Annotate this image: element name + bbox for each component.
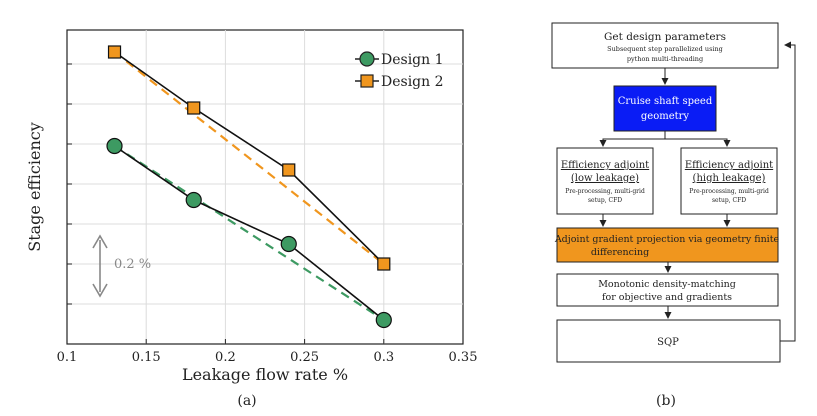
node-get-design-parameters-sub1: Subsequent step parallelized using: [607, 45, 723, 53]
x-tick-labels: 0.1 0.15 0.2 0.25 0.3 0.35: [57, 350, 478, 365]
node-sqp-label: SQP: [657, 337, 679, 348]
point-design-2-2: [282, 163, 296, 177]
panel-label-a: (a): [237, 393, 256, 409]
grid-horizontal: [67, 63, 463, 305]
legend: Design 1 Design 2: [355, 51, 444, 90]
series-layer: [106, 45, 392, 329]
x-tick-label: 0.1: [57, 350, 78, 365]
point-design-1-1: [185, 191, 202, 209]
x-axis-label: Leakage flow rate %: [182, 365, 348, 384]
node-monotonic-density-matching: Monotonic density-matching for objective…: [556, 273, 779, 307]
node-sqp: SQP: [556, 319, 781, 363]
point-design-1-3: [375, 311, 392, 329]
node-efficiency-adjoint-low-sub1: Pre-processing, multi-grid: [565, 188, 645, 195]
node-get-design-parameters-sub2: python multi-threading: [627, 55, 703, 63]
node-monotonic-density-matching-line1: Monotonic density-matching: [598, 279, 736, 290]
node-adjoint-gradient-projection-line1: Adjoint gradient projection via geometry…: [554, 234, 780, 245]
node-cruise-shaft-speed: Cruise shaft speed geometry: [613, 85, 717, 132]
y-ticks: [67, 63, 72, 305]
point-design-2-1: [187, 101, 201, 115]
point-design-1-2: [280, 235, 297, 253]
node-efficiency-adjoint-low-line1: Efficiency adjoint: [561, 160, 649, 171]
efficiency-chart: 0.1 0.15 0.2 0.25 0.3 0.35 0.2 % Design 1 Des…: [25, 29, 478, 409]
scale-annotation-label: 0.2 %: [114, 257, 151, 272]
node-efficiency-adjoint-low-line2: (low leakage): [571, 173, 639, 184]
legend-label-design-2: Design 2: [381, 74, 444, 90]
node-cruise-shaft-speed-line2: geometry: [641, 111, 690, 122]
node-cruise-shaft-speed-line1: Cruise shaft speed: [618, 96, 713, 107]
trend-line-design-2: [113, 51, 385, 265]
node-get-design-parameters: Get design parameters Subsequent step pa…: [551, 22, 779, 69]
node-efficiency-adjoint-high: Efficiency adjoint (high leakage) Pre-pr…: [680, 147, 778, 215]
node-efficiency-adjoint-high-sub1: Pre-processing, multi-grid: [689, 188, 769, 195]
connectors: [599, 41, 796, 342]
optimization-flowchart: Get design parameters Subsequent step pa…: [551, 22, 796, 409]
point-design-1-0: [106, 137, 123, 155]
series-line-design-1: [114, 145, 385, 321]
node-efficiency-adjoint-high-sub2: setup, CFD: [712, 197, 746, 204]
x-tick-label: 0.25: [290, 350, 319, 365]
grid-vertical: [66, 30, 464, 344]
node-adjoint-gradient-projection: Adjoint gradient projection via geometry…: [554, 227, 780, 263]
node-get-design-parameters-title: Get design parameters: [604, 31, 726, 43]
legend-marker-design-2: [360, 74, 374, 88]
x-tick-label: 0.15: [132, 350, 161, 365]
node-efficiency-adjoint-low: Efficiency adjoint (low leakage) Pre-pro…: [556, 147, 654, 215]
point-design-2-0: [107, 45, 122, 59]
series-line-design-2: [114, 51, 385, 265]
x-tick-label: 0.35: [449, 350, 478, 365]
node-efficiency-adjoint-low-sub2: setup, CFD: [588, 197, 622, 204]
node-monotonic-density-matching-line2: for objective and gradients: [602, 292, 732, 303]
node-efficiency-adjoint-high-line2: (high leakage): [693, 173, 766, 184]
panel-label-b: (b): [656, 393, 676, 409]
y-axis-label: Stage efficiency: [25, 122, 44, 252]
x-tick-label: 0.2: [215, 350, 236, 365]
legend-label-design-1: Design 1: [381, 52, 444, 68]
plot-area: [66, 29, 464, 345]
scale-annotation: 0.2 %: [92, 234, 151, 298]
point-design-2-3: [377, 257, 391, 271]
node-efficiency-adjoint-high-line1: Efficiency adjoint: [685, 160, 773, 171]
node-adjoint-gradient-projection-line2: differencing: [591, 247, 649, 258]
trend-line-design-1: [113, 145, 385, 321]
legend-marker-design-1: [359, 51, 375, 67]
x-tick-label: 0.3: [373, 350, 394, 365]
